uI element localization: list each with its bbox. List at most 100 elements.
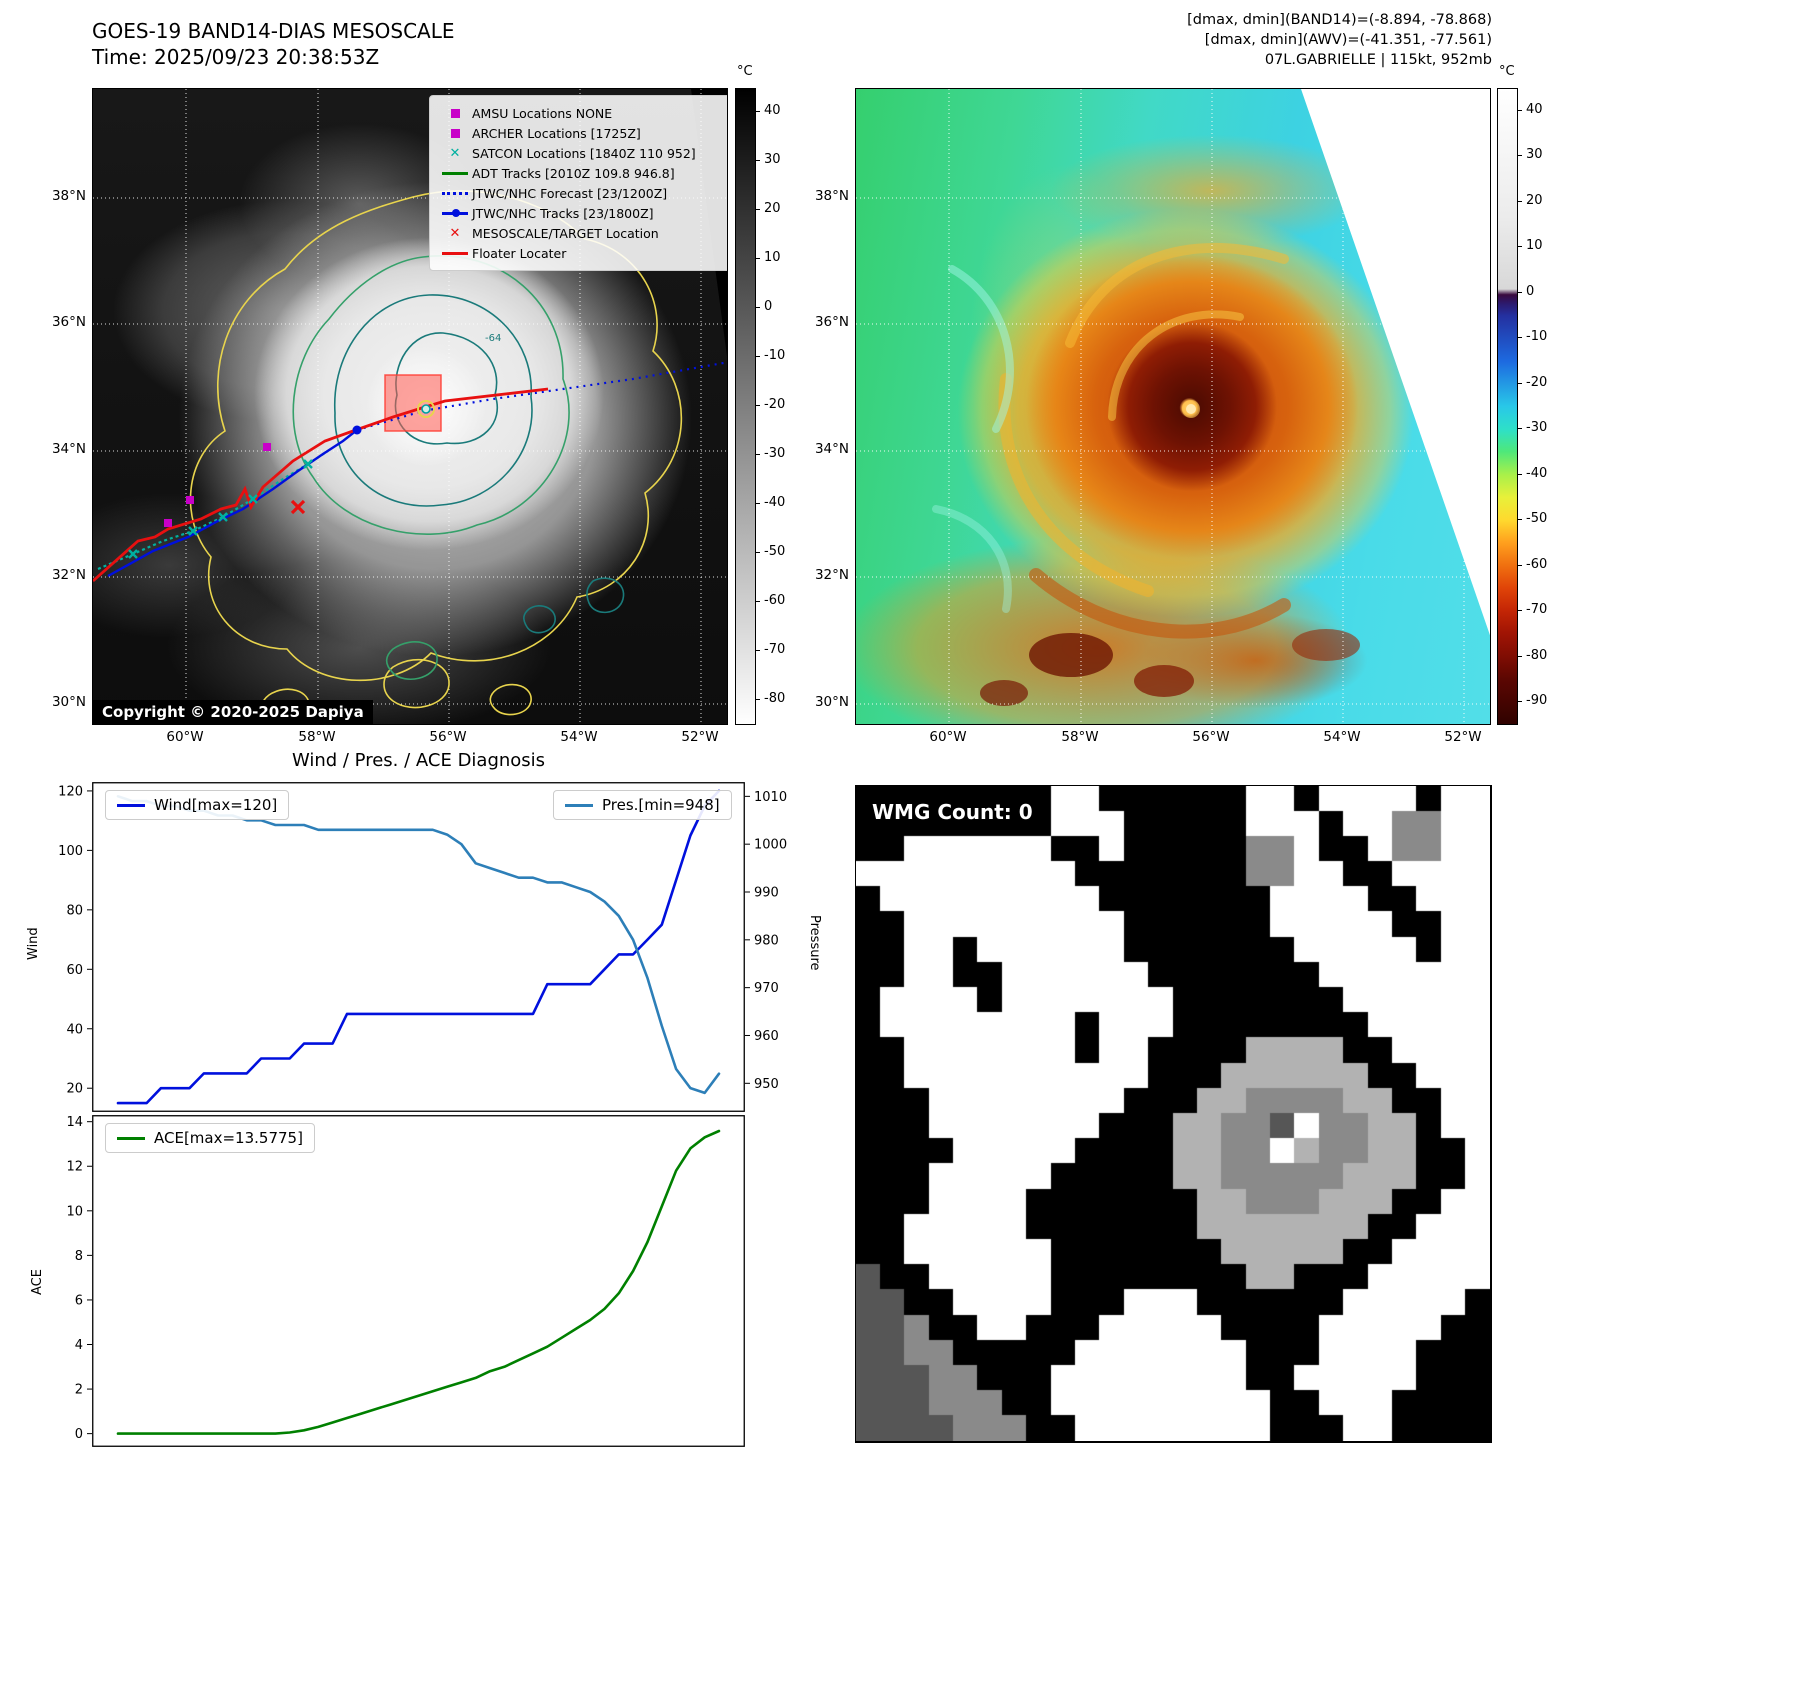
lon-tick-label: 58°W — [1061, 729, 1099, 745]
annotation-band14: [dmax, dmin](BAND14)=(-8.894, -78.868) — [1187, 12, 1492, 28]
storm-annotations: [dmax, dmin](BAND14)=(-8.894, -78.868) [… — [1000, 10, 1492, 70]
wind-line-icon — [117, 803, 145, 807]
eye-dot — [1186, 404, 1196, 414]
lat-tick-label: 32°N — [51, 567, 86, 583]
colorbar-unit: °C — [737, 64, 753, 79]
legend-item: ARCHER Locations [1725Z] — [438, 123, 727, 143]
pressure-legend-label: Pres.[min=948] — [602, 796, 720, 814]
colorbar-tick-label: 10 — [1517, 238, 1543, 254]
y-tick-label: 6 — [75, 1293, 83, 1308]
legend-item: ADT Tracks [2010Z 109.8 946.8] — [438, 163, 727, 183]
band14-time: Time: 2025/09/23 20:38:53Z — [92, 45, 380, 69]
amsu-square-icon — [438, 108, 472, 118]
colorbar-tick-label: -60 — [1516, 556, 1548, 572]
y2-tick-label: 990 — [754, 886, 779, 901]
annotation-awv: [dmax, dmin](AWV)=(-41.351, -77.561) — [1204, 32, 1492, 48]
y-tick-label: 4 — [75, 1338, 83, 1353]
adt-line-icon — [438, 171, 472, 175]
colorbar-tick-label: 40 — [1517, 101, 1543, 117]
forecast-dotted-icon — [438, 191, 472, 195]
lat-tick-label: 30°N — [814, 694, 849, 710]
lon-tick-label: 52°W — [1444, 729, 1482, 745]
wmg-count-label: WMG Count: 0 — [872, 800, 1033, 824]
colorbar-tick-label: 20 — [755, 201, 781, 217]
legend-label: AMSU Locations NONE — [472, 105, 613, 121]
jtwc-current-position-dot — [352, 425, 362, 435]
colorbar-tick-label: -90 — [1516, 693, 1548, 709]
chart-frame — [92, 1115, 745, 1447]
lon-tick-label: 54°W — [1323, 729, 1361, 745]
series-line — [116, 1129, 721, 1435]
colorbar-tick-label: -60 — [754, 593, 786, 609]
jtwc-forecast-track — [356, 361, 727, 432]
legend-item: ✕ SATCON Locations [1840Z 110 952] — [438, 143, 727, 163]
colorbar-unit: °C — [1499, 64, 1515, 79]
series-line — [116, 795, 721, 1095]
colorbar-tick-label: -40 — [754, 495, 786, 511]
pressure-legend: Pres.[min=948] — [553, 790, 732, 820]
jtwc-track — [107, 429, 358, 578]
y-tick-label: 8 — [75, 1249, 83, 1264]
lon-tick-label: 58°W — [298, 729, 336, 745]
y-tick-label: 40 — [66, 1022, 83, 1037]
wind-axis-label: Wind — [26, 927, 41, 960]
bt-contours — [189, 190, 683, 724]
band14-colorbar-ticks: 40 30 20 10 0 -10 -20 -30 -40 -50 -60 -70 -80 — [754, 88, 802, 725]
legend-item: JTWC/NHC Forecast [23/1200Z] — [438, 183, 727, 203]
colorbar-tick-label: 0 — [1516, 283, 1535, 299]
swath-edge — [1301, 89, 1490, 636]
colorbar-tick-label: 0 — [754, 299, 773, 315]
band14-legend: AMSU Locations NONE ARCHER Locations [17… — [429, 95, 727, 271]
satcon-x-icon: ✕ — [449, 145, 461, 161]
target-x-icon: ✕ — [449, 225, 461, 241]
track-line-dot-icon — [438, 209, 472, 217]
satcon-markers — [128, 459, 313, 559]
annotation-storm-id: 07L.GABRIELLE | 115kt, 952mb — [1264, 52, 1492, 68]
series-line — [116, 789, 721, 1105]
ace-line-icon — [117, 1136, 145, 1140]
legend-label: ARCHER Locations [1725Z] — [472, 125, 641, 141]
colorbar-tick-label: -20 — [754, 397, 786, 413]
legend-label: JTWC/NHC Forecast [23/1200Z] — [472, 185, 668, 201]
legend-item: AMSU Locations NONE — [438, 103, 727, 123]
copyright-banner: Copyright © 2020-2025 Dapiya — [93, 700, 373, 724]
lat-tick-label: 38°N — [814, 188, 849, 204]
colorbar-tick-label: -70 — [1516, 602, 1548, 618]
pressure-axis-label: Pressure — [807, 915, 822, 971]
awv-colorbar — [1497, 88, 1518, 725]
archer-square-icon — [438, 128, 472, 138]
legend-item: ✕ MESOSCALE/TARGET Location — [438, 223, 727, 243]
lat-tick-label: 36°N — [814, 314, 849, 330]
y-tick-label: 10 — [66, 1204, 83, 1219]
awv-colorbar-ticks: 40 30 20 10 0 -10 -20 -30 -40 -50 -60 -70 -80 -90 — [1516, 88, 1564, 725]
contour-value-label: -64 — [485, 333, 501, 344]
eye-marker-inner — [421, 404, 431, 414]
colorbar-tick-label: -80 — [1516, 647, 1548, 663]
spiral-bands — [932, 242, 1291, 639]
target-x-marker — [290, 499, 306, 515]
lon-tick-label: 60°W — [929, 729, 967, 745]
lon-tick-label: 56°W — [1192, 729, 1230, 745]
wmg-panel: WMG Count: 0 — [855, 785, 1492, 1443]
lon-tick-label: 54°W — [560, 729, 598, 745]
pressure-line-icon — [565, 803, 593, 807]
y2-tick-label: 1010 — [754, 790, 787, 805]
colorbar-tick-label: 30 — [1517, 147, 1543, 163]
ace-chart: 0 2 4 6 8 10 12 14 — [66, 1115, 745, 1447]
y-tick-label: 100 — [58, 844, 83, 859]
lat-tick-label: 36°N — [51, 314, 86, 330]
wmg-raster — [856, 786, 1490, 1441]
legend-label: SATCON Locations [1840Z 110 952] — [472, 145, 696, 161]
satcon-track — [97, 450, 329, 571]
y-tick-label: 120 — [58, 784, 83, 799]
legend-item: Floater Locater — [438, 243, 727, 263]
colorbar-tick-label: -30 — [754, 446, 786, 462]
lon-tick-label: 56°W — [429, 729, 467, 745]
wind-legend-label: Wind[max=120] — [154, 796, 278, 814]
y2-tick-label: 1000 — [754, 838, 787, 853]
colorbar-tick-label: -40 — [1516, 465, 1548, 481]
y-tick-label: 20 — [66, 1082, 83, 1097]
colorbar-tick-label: 30 — [755, 152, 781, 168]
band14-map: -64 A — [92, 88, 728, 725]
lat-tick-label: 38°N — [51, 188, 86, 204]
